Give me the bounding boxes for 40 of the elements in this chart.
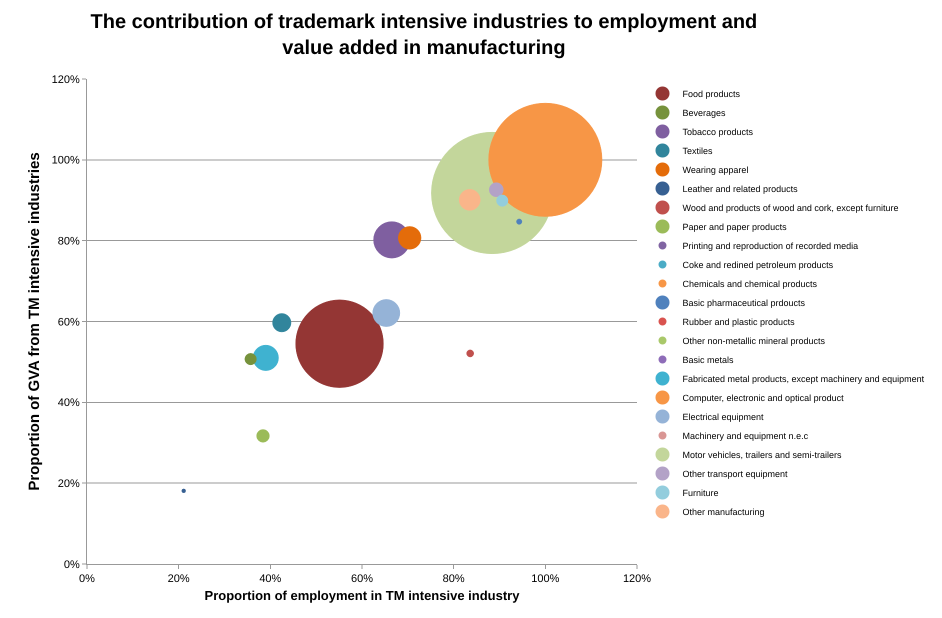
y-tick-label: 100% [52,154,80,167]
legend-label: Food products [682,89,741,100]
legend-label: Furniture [682,488,719,498]
x-tick-label: 120% [622,573,652,586]
x-tick-label: 0% [79,573,96,586]
legend-label: Beverages [682,108,726,118]
legend-label: Fabricated metal products, except machinery and equipment [682,374,925,384]
legend-label: Machinery and equipment n.e.c [682,431,809,442]
x-axis-title: Proportion of employment in TM intensive industry [204,588,520,603]
x-tick-label: 20% [168,573,190,586]
legend-label: Basic metals [682,355,734,366]
legend-label: Electrical equipment [682,412,764,422]
x-tick-label: 40% [259,573,282,586]
y-tick-label: 80% [58,236,80,248]
legend-label: Wearing apparel [682,165,748,176]
legend-label: Other manufacturing [682,507,765,518]
legend-label: Other transport equipment [682,469,788,480]
y-tick-label: 20% [58,478,80,490]
legend-label: Chemicals and chemical products [682,279,818,290]
legend-label: Rubber and plastic products [682,317,796,328]
legend-label: Leather and related products [682,184,798,194]
legend-label: Textiles [682,146,714,156]
y-tick-label: 120% [52,74,80,86]
x-tick-label: 60% [350,573,374,586]
legend-label: Printing and reproduction of recorded media [682,241,858,252]
legend-label: Other non-metallic mineral products [682,336,826,346]
legend-label: Paper and paper products [682,222,788,232]
legend-label: Computer, electronic and optical product [682,393,844,404]
x-tick-label: 80% [442,573,465,586]
y-tick-label: 60% [58,316,80,328]
legend-label: Coke and redined petroleum products [682,260,834,270]
y-tick-label: 40% [58,397,80,410]
legend-label: Tobacco products [682,127,754,138]
y-axis-title: Proportion of GVA from TM intensive industries [26,152,43,491]
y-tick-label: 0% [64,558,80,571]
legend-label: Wood and products of wood and cork, except furniture [682,203,898,214]
chart-title: The contribution of trademark intensive industries to employment and value added in manufacturing [90,10,758,59]
legend-label: Motor vehicles, trailers and semi-trailers [682,450,842,460]
x-tick-label: 100% [531,573,560,586]
legend-label: Basic pharmaceutical prdoucts [682,298,806,308]
